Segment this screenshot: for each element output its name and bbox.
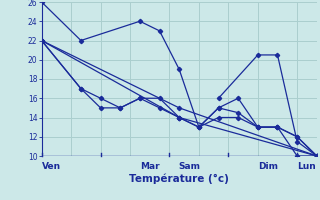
Text: Température (°c): Température (°c) <box>129 173 229 184</box>
Text: Sam: Sam <box>178 162 200 171</box>
Text: Dim: Dim <box>258 162 278 171</box>
Text: Ven: Ven <box>42 162 61 171</box>
Text: Lun: Lun <box>298 162 316 171</box>
Text: Mar: Mar <box>140 162 160 171</box>
